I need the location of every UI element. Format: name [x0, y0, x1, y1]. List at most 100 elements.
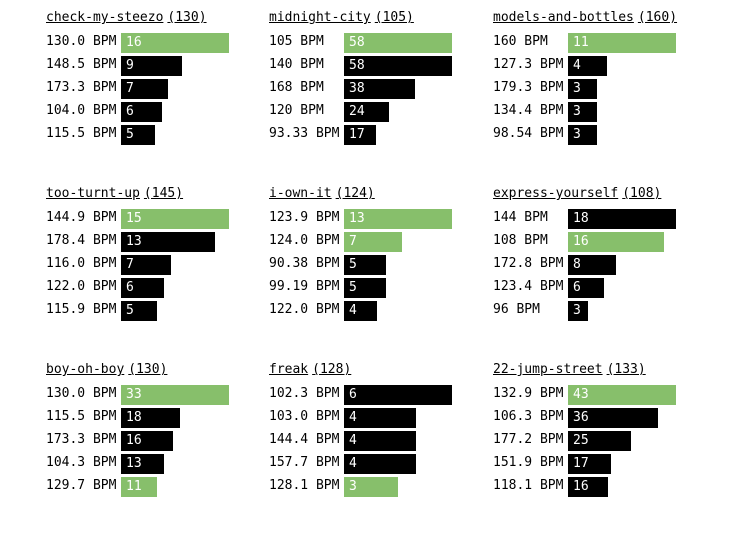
bar: 3 — [568, 301, 588, 321]
bar-row: 124.0 BPM 7 — [269, 231, 499, 252]
bar-row: 168 BPM 38 — [269, 78, 499, 99]
bar: 6 — [344, 385, 452, 405]
bar-row: 98.54 BPM 3 — [493, 124, 723, 145]
tick-label: 123.4 BPM — [493, 279, 564, 294]
bar: 4 — [344, 301, 377, 321]
bar: 16 — [121, 431, 173, 451]
bar: 58 — [344, 56, 452, 76]
tick-label: 144.4 BPM — [269, 432, 340, 447]
bar: 11 — [568, 33, 676, 53]
bar-row: 132.9 BPM 43 — [493, 384, 723, 405]
bar-row: 93.33 BPM 17 — [269, 124, 499, 145]
panel-title-value: (128) — [312, 362, 352, 377]
data-label: 17 — [573, 456, 589, 471]
tick-label: 123.9 BPM — [269, 210, 340, 225]
panel-title: freak (128) — [269, 360, 351, 380]
tick-label: 122.0 BPM — [46, 279, 117, 294]
data-label: 24 — [349, 104, 365, 119]
tick-label: 99.19 BPM — [269, 279, 340, 294]
panel-title-value: (105) — [374, 10, 414, 25]
bar: 7 — [121, 79, 168, 99]
bar-row: 116.0 BPM 7 — [46, 254, 276, 275]
bar-row: 148.5 BPM 9 — [46, 55, 276, 76]
data-label: 18 — [126, 410, 142, 425]
data-label: 4 — [573, 58, 581, 73]
bar: 36 — [568, 408, 658, 428]
tick-label: 105 BPM — [269, 34, 324, 49]
bar-row: 157.7 BPM 4 — [269, 453, 499, 474]
data-label: 4 — [349, 410, 357, 425]
bar-row: 108 BPM 16 — [493, 231, 723, 252]
bar-row: 99.19 BPM 5 — [269, 277, 499, 298]
tick-label: 90.38 BPM — [269, 256, 340, 271]
data-label: 13 — [349, 211, 365, 226]
data-label: 4 — [349, 456, 357, 471]
panel-title-value: (108) — [622, 186, 662, 201]
tick-label: 98.54 BPM — [493, 126, 564, 141]
bar-row: 123.4 BPM 6 — [493, 277, 723, 298]
bar: 16 — [568, 477, 608, 497]
bar: 8 — [568, 255, 616, 275]
data-label: 15 — [126, 211, 142, 226]
bar: 11 — [121, 477, 157, 497]
data-label: 5 — [126, 303, 134, 318]
bar-row: 172.8 BPM 8 — [493, 254, 723, 275]
bar: 16 — [568, 232, 664, 252]
bar-row: 120 BPM 24 — [269, 101, 499, 122]
tick-label: 160 BPM — [493, 34, 548, 49]
bar: 5 — [344, 255, 386, 275]
chart-grid: check-my-steezo (130) 130.0 BPM 16 148.5 BPM… — [46, 10, 723, 497]
bar-row: 140 BPM 58 — [269, 55, 499, 76]
bar: 5 — [121, 301, 157, 321]
bar: 18 — [568, 209, 676, 229]
bar: 4 — [344, 431, 416, 451]
panel-title-name: freak — [269, 362, 309, 377]
data-label: 11 — [126, 479, 142, 494]
bar: 4 — [344, 408, 416, 428]
bar-row: 173.3 BPM 7 — [46, 78, 276, 99]
bar: 58 — [344, 33, 452, 53]
chart-panel: freak (128) 102.3 BPM 6 103.0 BPM 4 144.4 BPM 4… — [269, 360, 499, 497]
data-label: 7 — [126, 81, 134, 96]
bar-row: 102.3 BPM 6 — [269, 384, 499, 405]
data-label: 8 — [573, 257, 581, 272]
bar: 13 — [121, 232, 215, 252]
tick-label: 168 BPM — [269, 80, 324, 95]
data-label: 58 — [349, 35, 365, 50]
bar-row: 118.1 BPM 16 — [493, 476, 723, 497]
data-label: 3 — [573, 81, 581, 96]
data-label: 4 — [349, 303, 357, 318]
panel-title: too-turnt-up (145) — [46, 184, 183, 204]
tick-label: 115.5 BPM — [46, 126, 117, 141]
bar-row: 134.4 BPM 3 — [493, 101, 723, 122]
tick-label: 172.8 BPM — [493, 256, 564, 271]
bar-row: 106.3 BPM 36 — [493, 407, 723, 428]
data-label: 16 — [573, 479, 589, 494]
bar-row: 144 BPM 18 — [493, 208, 723, 229]
panel-title-value: (130) — [128, 362, 168, 377]
chart-panel: boy-oh-boy (130) 130.0 BPM 33 115.5 BPM 18 173… — [46, 360, 276, 497]
tick-label: 140 BPM — [269, 57, 324, 72]
tick-label: 104.0 BPM — [46, 103, 117, 118]
bar-row: 122.0 BPM 4 — [269, 300, 499, 321]
tick-label: 118.1 BPM — [493, 478, 564, 493]
bar-row: 160 BPM 11 — [493, 32, 723, 53]
panel-title: boy-oh-boy (130) — [46, 360, 167, 380]
tick-label: 103.0 BPM — [269, 409, 340, 424]
bar: 3 — [568, 79, 597, 99]
bar: 4 — [568, 56, 607, 76]
panel-title-value: (160) — [637, 10, 678, 25]
tick-label: 177.2 BPM — [493, 432, 564, 447]
bar: 9 — [121, 56, 182, 76]
data-label: 16 — [126, 35, 142, 50]
bar-row: 151.9 BPM 17 — [493, 453, 723, 474]
tick-label: 157.7 BPM — [269, 455, 340, 470]
bar-row: 123.9 BPM 13 — [269, 208, 499, 229]
bar: 13 — [121, 454, 164, 474]
bar: 6 — [121, 278, 164, 298]
data-label: 13 — [126, 456, 142, 471]
bar: 15 — [121, 209, 229, 229]
data-label: 13 — [126, 234, 142, 249]
tick-label: 148.5 BPM — [46, 57, 117, 72]
panel-title-value: (145) — [143, 186, 184, 201]
